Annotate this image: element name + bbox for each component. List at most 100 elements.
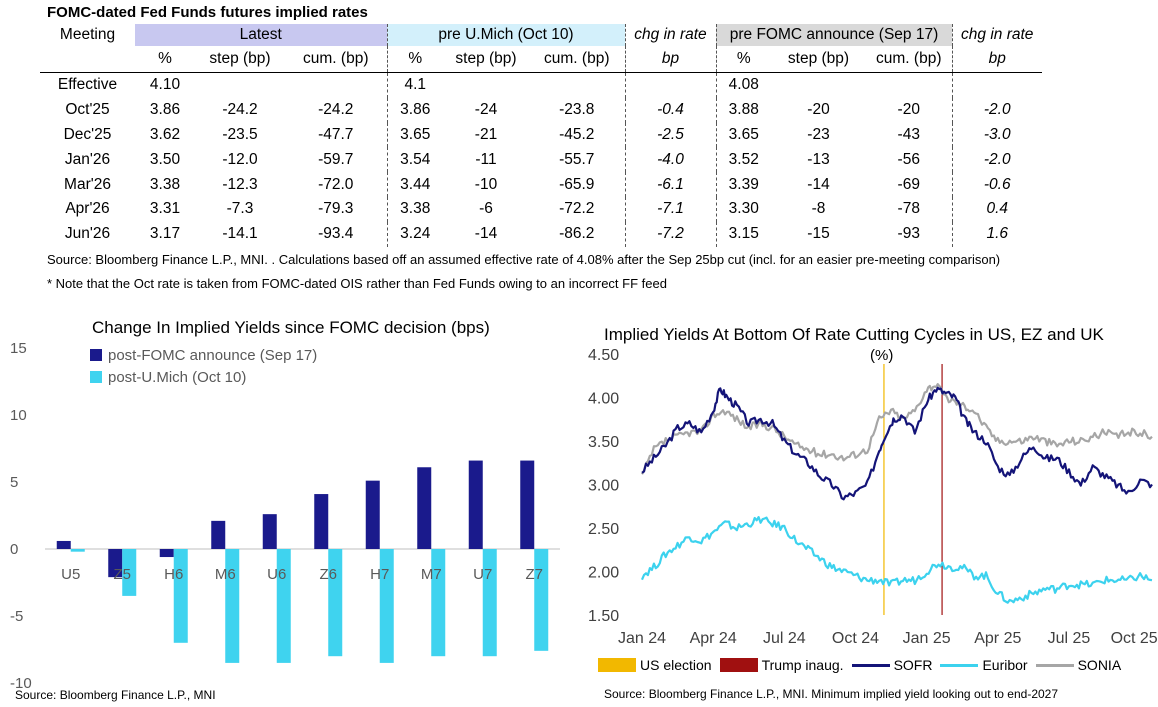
cell-f-step: -13 — [807, 150, 830, 168]
fed-funds-table: Meeting Latest pre U.Mich (Oct 10) chg in r… — [40, 24, 1042, 247]
cell-f-step: -15 — [807, 225, 830, 243]
cell-l-cum: -24.2 — [285, 97, 388, 123]
table-row: Mar'26 3.38 -12.3 -72.0 3.44 -10 -65.9 -6.1 3.39… — [40, 172, 1042, 197]
cell-l-step: -24.2 — [222, 101, 258, 119]
legend-swatch — [940, 663, 979, 667]
y-tick-label: 0 — [10, 541, 18, 558]
legend-item: SOFR — [851, 657, 932, 673]
cell-chg2: -0.6 — [951, 172, 1042, 197]
legend-label: post-U.Mich (Oct 10) — [108, 369, 246, 386]
cell-p-cum: -55.7 — [559, 150, 595, 168]
cell-chg1 — [624, 72, 717, 98]
cell-f-pct: 3.88 — [728, 101, 759, 119]
x-tick-label: H7 — [370, 566, 389, 583]
cell-l-cum: -59.7 — [285, 147, 388, 173]
bar-post-umich — [482, 549, 497, 657]
cell-p-step: -14 — [474, 225, 498, 243]
chg-header-1: chg in rate — [624, 24, 717, 46]
cell-f-pct: 3.52 — [728, 150, 759, 168]
cell-p-cum: -72.2 — [559, 200, 595, 218]
line-chart-title: Implied Yields At Bottom Of Rate Cutting… — [604, 325, 1104, 344]
cell-p-step — [443, 73, 529, 98]
bar-post-fomc — [314, 494, 329, 549]
cell-f-pct: 3.39 — [728, 175, 759, 193]
x-tick-label: Apr 25 — [974, 630, 1021, 647]
cell-l-pct: 3.86 — [149, 101, 181, 119]
table-header-row: Meeting Latest pre U.Mich (Oct 10) chg in r… — [40, 24, 1042, 46]
cell-l-step: -12.0 — [222, 150, 258, 168]
unit-label: (%) — [870, 347, 893, 364]
subheader-pct: % — [387, 46, 443, 73]
legend-swatch — [90, 349, 102, 361]
bar-chart-title: Change In Implied Yields since FOMC deci… — [92, 318, 490, 337]
cell-f-cum: -69 — [897, 175, 920, 193]
meeting-cell: Dec'25 — [63, 125, 112, 143]
bar-post-fomc — [108, 549, 123, 578]
cell-f-step: -23 — [807, 125, 830, 143]
cell-p-cum: -23.8 — [559, 101, 595, 119]
cell-p-cum: -86.2 — [559, 225, 595, 243]
meeting-cell: Jan'26 — [64, 150, 111, 168]
cell-l-step: -23.5 — [222, 125, 258, 143]
cell-f-step — [771, 73, 866, 98]
cell-chg1: -0.4 — [624, 97, 717, 123]
legend-label: SONIA — [1077, 657, 1122, 673]
line-sofr — [641, 386, 1153, 501]
cell-chg2: -2.0 — [951, 147, 1042, 173]
bar-post-umich — [379, 549, 394, 663]
cell-p-cum — [529, 73, 625, 98]
subheader-pct: % — [135, 46, 195, 73]
cell-l-cum: -93.4 — [285, 221, 388, 247]
meeting-header: Meeting — [59, 26, 116, 43]
meeting-cell: Jun'26 — [64, 225, 111, 243]
cell-chg1: -6.1 — [624, 172, 717, 197]
cell-l-step: -7.3 — [226, 200, 254, 218]
cell-f-pct: 3.30 — [728, 200, 759, 218]
subheader-bp: bp — [951, 46, 1042, 73]
y-tick-label: 4.50 — [588, 347, 619, 364]
cell-p-step: -21 — [474, 125, 498, 143]
line-sonia — [641, 382, 1153, 475]
x-tick-label: Jul 24 — [763, 630, 806, 647]
subheader-bp: bp — [624, 46, 717, 73]
table-row: Jun'26 3.17 -14.1 -93.4 3.24 -14 -86.2 -7.2 3.15… — [40, 221, 1042, 247]
x-tick-label: U7 — [473, 566, 492, 583]
cell-chg2: -2.0 — [951, 97, 1042, 123]
subheader-step: step (bp) — [771, 46, 866, 73]
subheader-cum: cum. (bp) — [529, 46, 625, 73]
cell-l-cum: -47.7 — [285, 122, 388, 148]
cell-p-step: -24 — [474, 101, 498, 119]
cell-p-pct: 4.1 — [404, 76, 427, 94]
pre-umich-header: pre U.Mich (Oct 10) — [387, 24, 625, 46]
bar-post-umich — [173, 549, 188, 643]
cell-l-cum — [285, 72, 388, 98]
x-tick-label: Oct 24 — [832, 630, 879, 647]
x-tick-label: M7 — [421, 566, 442, 583]
bar-post-fomc — [211, 520, 226, 549]
cell-chg1: -2.5 — [624, 122, 717, 148]
cell-l-step: -12.3 — [222, 175, 258, 193]
cell-f-pct: 4.08 — [728, 76, 759, 94]
cell-f-cum: -93 — [897, 225, 920, 243]
bar-post-umich — [70, 549, 85, 552]
x-tick-label: Z7 — [525, 566, 543, 583]
legend-swatch — [719, 658, 758, 672]
cell-p-pct: 3.54 — [400, 150, 431, 168]
cell-p-cum: -45.2 — [559, 125, 595, 143]
bar-post-fomc — [262, 514, 277, 549]
y-tick-label: 1.50 — [588, 608, 619, 625]
cell-f-cum: -78 — [897, 200, 920, 218]
meeting-cell: Effective — [57, 76, 118, 94]
cell-f-pct: 3.65 — [728, 125, 759, 143]
legend-label: post-FOMC announce (Sep 17) — [108, 347, 317, 364]
cell-l-cum: -79.3 — [285, 196, 388, 222]
bar-post-fomc — [365, 480, 380, 549]
cell-l-pct: 3.50 — [149, 150, 181, 168]
cell-chg1: -7.2 — [624, 221, 717, 247]
subheader-cum: cum. (bp) — [866, 46, 952, 73]
cell-p-pct: 3.24 — [400, 225, 431, 243]
cell-chg2: 1.6 — [951, 221, 1042, 247]
table-row: Effective 4.10 4.1 4.08 — [40, 72, 1042, 98]
legend-item: Trump inaug. — [719, 657, 844, 673]
y-tick-label: 2.00 — [588, 565, 619, 582]
